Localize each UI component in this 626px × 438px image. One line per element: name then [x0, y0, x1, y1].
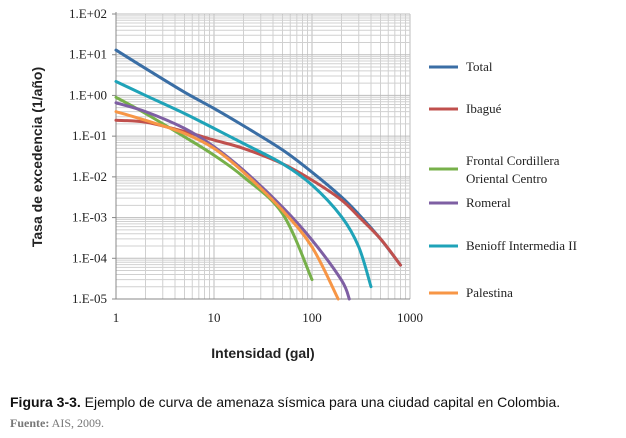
legend-label: Frontal Cordillera [466, 153, 560, 168]
caption-text: Ejemplo de curva de amenaza sísmica para… [80, 394, 561, 410]
grid [115, 13, 411, 300]
x-axis-title: Intensidad (gal) [211, 345, 314, 361]
legend-label: Romeral [466, 195, 511, 210]
y-tick-label: 1.E+02 [69, 6, 107, 21]
x-tick-label: 1000 [397, 310, 423, 325]
legend-label: Benioff Intermedia II [466, 238, 577, 253]
legend-label: Total [466, 59, 493, 74]
source-text: AIS, 2009. [49, 416, 105, 430]
series-line-romeral [114, 101, 351, 301]
x-tick-label: 100 [302, 310, 322, 325]
figure-caption: Figura 3-3. Ejemplo de curva de amenaza … [10, 394, 560, 410]
axes [115, 12, 410, 300]
y-tick-label: 1.E+00 [69, 87, 107, 102]
series-line-frontal-cordillera-oriental-centro [114, 95, 314, 282]
y-axis-title: Tasa de excedencia (1/año) [29, 67, 45, 247]
y-tick-label: 1.E-03 [72, 210, 107, 225]
series-line-palestina [114, 110, 340, 301]
tick-labels: 1.E+02 1.E+01 1.E+00 1.E-01 1.E-02 1.E-03 1.E-… [69, 6, 423, 325]
source-label: Fuente: [10, 416, 50, 430]
legend: Total Ibagué Frontal Cordillera Oriental Ce… [429, 59, 577, 300]
legend-label: Palestina [466, 285, 513, 300]
y-tick-label: 1.E-02 [72, 169, 107, 184]
legend-label: Oriental Centro [466, 171, 547, 186]
y-tick-label: 1.E-04 [72, 250, 108, 265]
legend-label: Ibagué [466, 101, 502, 116]
caption-label: Figura 3-3. [10, 394, 81, 410]
x-tick-label: 1 [113, 310, 120, 325]
y-tick-label: 1.E-05 [72, 291, 107, 306]
y-tick-label: 1.E-01 [72, 128, 107, 143]
x-tick-label: 10 [208, 310, 221, 325]
y-tick-label: 1.E+01 [69, 47, 107, 62]
figure-source: Fuente: AIS, 2009. [10, 416, 104, 431]
series-lines [114, 48, 403, 301]
series-line-benioff-intermedia-ii [114, 79, 373, 289]
